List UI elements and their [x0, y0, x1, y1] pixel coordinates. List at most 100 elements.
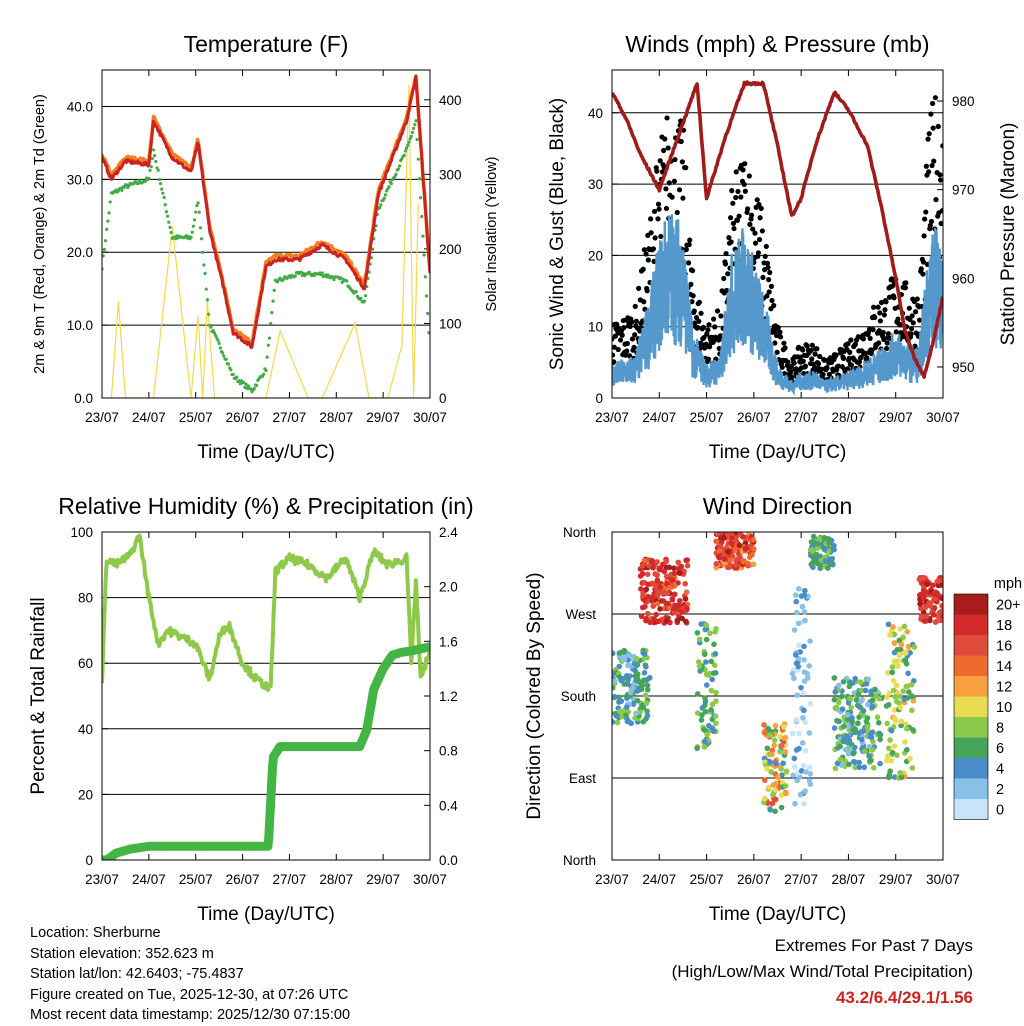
gust-point — [884, 345, 890, 352]
direction-point — [858, 698, 864, 705]
direction-point — [671, 570, 678, 577]
direction-point — [709, 701, 716, 708]
direction-point — [902, 657, 909, 663]
dewpoint-point — [409, 134, 413, 138]
direction-point — [733, 534, 739, 541]
dewpoint-point — [382, 196, 386, 200]
direction-point — [801, 800, 807, 807]
x-tick-label: 27/07 — [784, 410, 818, 425]
dewpoint-point — [148, 168, 152, 172]
colorbar-swatch — [954, 758, 988, 779]
direction-point — [802, 788, 808, 794]
direction-point — [701, 738, 708, 745]
dewpoint-point — [402, 153, 406, 157]
direction-point — [612, 694, 618, 700]
direction-point — [907, 755, 913, 762]
gust-point — [932, 95, 939, 101]
direction-point — [891, 631, 897, 638]
direction-point — [701, 744, 708, 750]
x-tick-label: 25/07 — [179, 872, 213, 887]
x-tick-label: 24/07 — [642, 872, 676, 887]
gust-point — [718, 313, 724, 319]
direction-point — [791, 755, 798, 762]
dewpoint-point — [276, 280, 280, 284]
gust-point — [657, 158, 663, 164]
direction-point — [852, 764, 858, 771]
direction-point — [894, 752, 900, 759]
direction-point — [860, 708, 867, 714]
gust-point — [747, 221, 753, 227]
gust-point — [882, 307, 888, 313]
gust-point — [695, 325, 701, 331]
direction-point — [614, 719, 621, 726]
direction-point — [902, 650, 909, 656]
direction-point — [887, 632, 893, 638]
direction-point — [781, 735, 788, 742]
y2-tick-label: 0.4 — [439, 798, 458, 813]
gust-point — [800, 347, 806, 353]
gust-point — [821, 357, 827, 363]
gust-point — [669, 194, 675, 200]
gust-point — [814, 346, 820, 352]
gust-point — [632, 332, 638, 338]
gust-point — [636, 285, 642, 291]
direction-point — [657, 606, 663, 612]
gust-point — [815, 361, 822, 367]
dewpoint-point — [197, 210, 201, 214]
colorbar-label: 14 — [996, 659, 1012, 675]
gust-point — [759, 228, 765, 234]
direction-point — [831, 542, 837, 549]
gust-point — [808, 347, 814, 353]
gust-point — [833, 352, 839, 358]
created-text: Figure created on Tue, 2025-12-30, at 07… — [30, 986, 349, 1003]
x-tick-label: 23/07 — [595, 410, 629, 425]
dewpoint-point — [229, 368, 233, 372]
direction-point — [638, 586, 644, 592]
direction-point — [907, 650, 913, 656]
dewpoint-point — [189, 235, 193, 239]
gust-point — [929, 100, 936, 107]
gust-point — [771, 302, 777, 309]
dewpoint-point — [339, 276, 343, 280]
direction-point — [798, 593, 805, 599]
extremes-subtitle: (High/Low/Max Wind/Total Precipitation) — [671, 962, 973, 981]
gust-point — [909, 326, 915, 332]
direction-point — [663, 618, 670, 624]
direction-point — [852, 726, 859, 733]
direction-point — [652, 571, 658, 577]
x-tick-label: 25/07 — [690, 872, 724, 887]
direction-point — [792, 764, 798, 770]
panel-title: Temperature (F) — [184, 31, 349, 57]
x-axis-label: Time (Day/UTC) — [197, 904, 335, 925]
direction-point — [624, 673, 630, 679]
direction-point — [659, 589, 666, 596]
direction-point — [645, 610, 651, 617]
dewpoint-point — [209, 325, 213, 329]
direction-point — [910, 697, 917, 704]
direction-point — [844, 712, 851, 718]
dewpoint-point — [269, 321, 273, 326]
panel-4: Wind Direction Time (Day/UTC) North East Sou… — [524, 493, 960, 925]
direction-point — [802, 747, 809, 754]
pressure-line — [612, 80, 943, 380]
gust-point — [758, 205, 764, 212]
direction-point — [845, 740, 851, 746]
direction-point — [669, 597, 676, 603]
direction-series — [612, 532, 943, 815]
gust-point — [745, 206, 751, 212]
gust-point — [627, 323, 633, 329]
gust-point — [877, 310, 883, 316]
gust-point — [723, 250, 729, 257]
dewpoint-point — [252, 386, 256, 390]
direction-point — [625, 662, 631, 669]
gust-point — [706, 322, 712, 328]
direction-point — [639, 571, 646, 577]
direction-point — [682, 618, 689, 625]
gust-point — [881, 312, 887, 318]
dewpoint-point — [150, 156, 154, 161]
direction-point — [694, 745, 700, 752]
gust-point — [655, 216, 661, 222]
gust-point — [789, 374, 795, 380]
direction-point — [852, 675, 858, 682]
direction-point — [773, 760, 779, 767]
